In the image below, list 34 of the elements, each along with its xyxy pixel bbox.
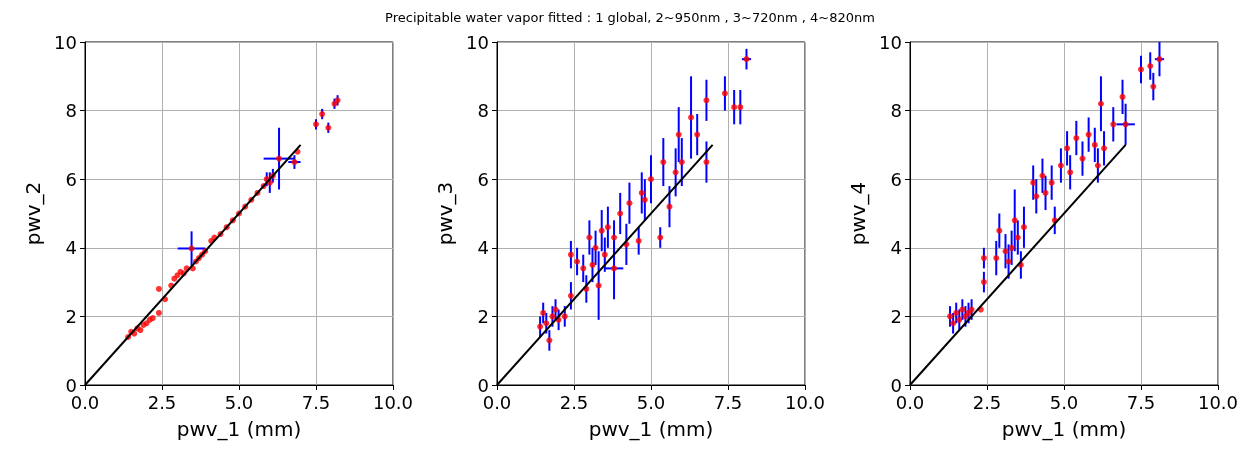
y-tick-label: 4	[890, 237, 902, 259]
x-tick-label: 2.5	[147, 391, 177, 413]
x-axis-title: pwv_1 (mm)	[176, 417, 302, 441]
y-tick-label: 4	[65, 237, 77, 259]
y-tick-label: 2	[477, 305, 489, 327]
x-tick-label: 10.0	[1197, 391, 1239, 413]
x-tick-label: 5.0	[1049, 391, 1079, 413]
y-axis-title: pwv_4	[846, 181, 871, 246]
x-axis-title: pwv_1 (mm)	[588, 417, 714, 441]
x-tick-label: 7.5	[301, 391, 331, 413]
y-tick-label: 10	[54, 31, 77, 53]
y-tick-label: 6	[890, 168, 902, 190]
y-tick-label: 8	[477, 100, 489, 122]
x-axis-title: pwv_1 (mm)	[1001, 417, 1127, 441]
x-tick-label: 10.0	[372, 391, 414, 413]
x-tick-label: 7.5	[1126, 391, 1156, 413]
y-tick-label: 6	[65, 168, 77, 190]
y-tick-label: 8	[890, 100, 902, 122]
x-tick-label: 7.5	[713, 391, 743, 413]
y-tick-label: 10	[879, 31, 902, 53]
x-tick-label: 2.5	[559, 391, 589, 413]
y-tick-label: 6	[477, 168, 489, 190]
chart-title: Precipitable water vapor fitted : 1 global, 2~950nm , 3~720nm , 4~820nm	[385, 10, 875, 25]
y-tick-label: 2	[65, 305, 77, 327]
y-axis-title: pwv_2	[21, 181, 46, 246]
y-tick-label: 8	[65, 100, 77, 122]
x-tick-label: 10.0	[784, 391, 826, 413]
y-tick-label: 10	[466, 31, 489, 53]
x-tick-label: 5.0	[224, 391, 254, 413]
y-tick-label: 2	[890, 305, 902, 327]
y-axis-title: pwv_3	[433, 181, 458, 246]
y-tick-label: 4	[477, 237, 489, 259]
x-tick-label: 2.5	[972, 391, 1002, 413]
x-tick-label: 5.0	[636, 391, 666, 413]
